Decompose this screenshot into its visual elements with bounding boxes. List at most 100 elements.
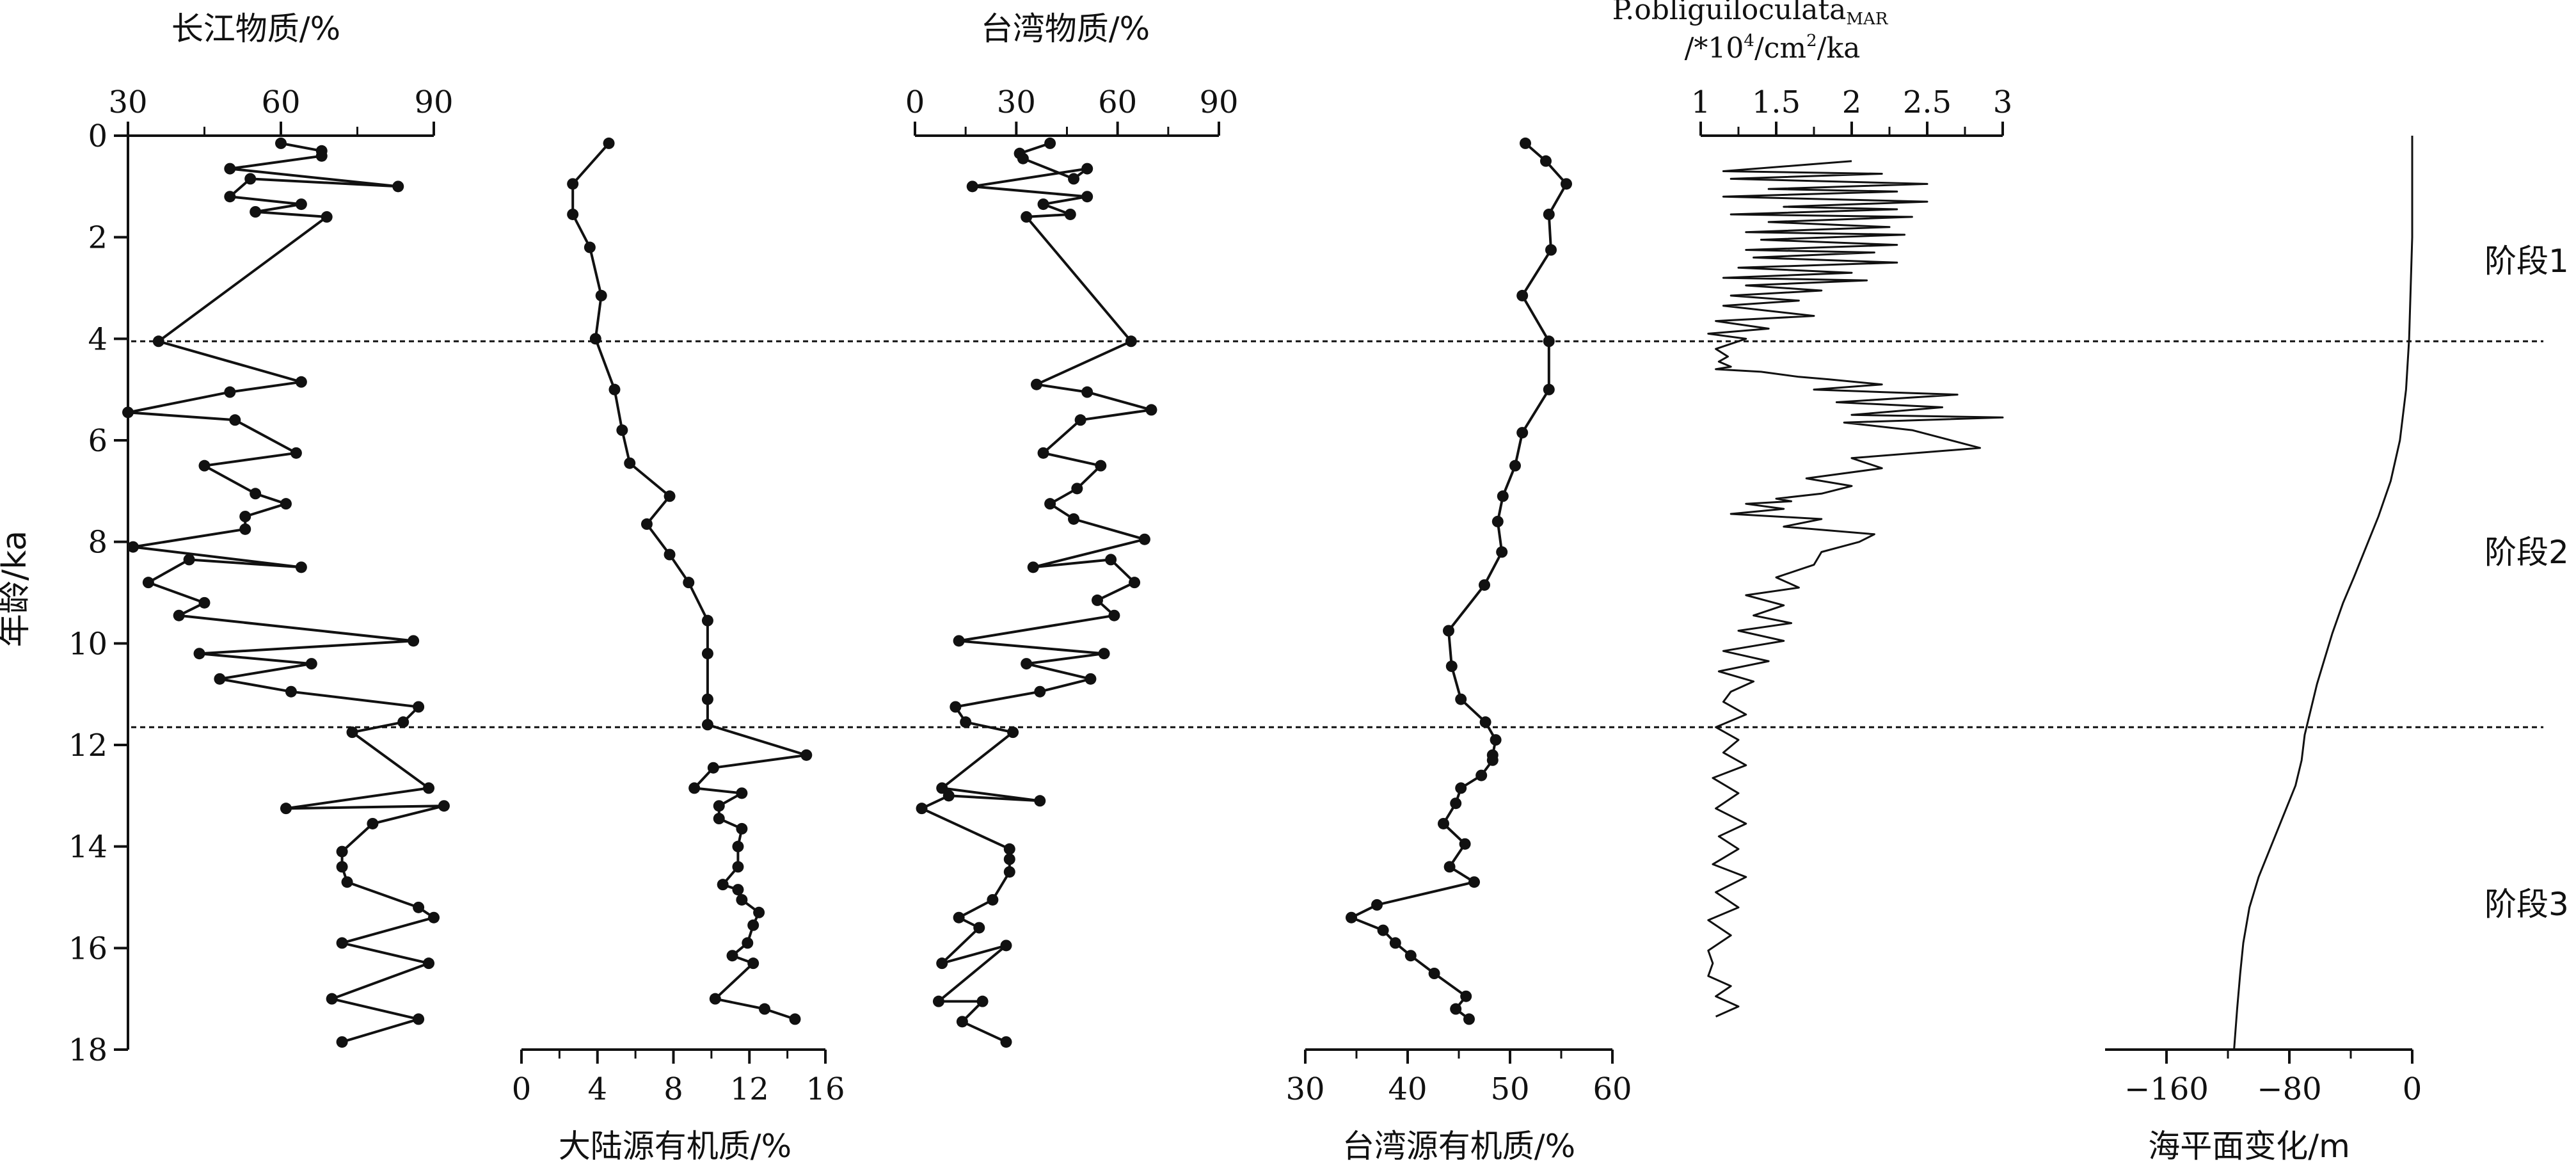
- p4-data-point: [1496, 546, 1508, 558]
- p4-data-point: [1445, 660, 1458, 673]
- p3-data-point: [1017, 152, 1029, 164]
- p6-tick-label: −80: [2257, 1071, 2321, 1107]
- p1-data-point: [408, 635, 420, 647]
- p6-series-line: [2233, 136, 2413, 1050]
- p1-data-point: [224, 191, 236, 203]
- age-tick-label: 2: [88, 220, 107, 256]
- p3-data-point: [1125, 335, 1137, 348]
- p1-data-point: [413, 701, 425, 713]
- p1-data-point: [428, 911, 440, 924]
- p1-data-point: [224, 163, 236, 175]
- p4-data-point: [1509, 460, 1521, 472]
- p2-data-point: [608, 383, 621, 396]
- p3-series-line: [920, 142, 1153, 1043]
- p1-data-point: [367, 817, 379, 829]
- p4-data-point: [1491, 515, 1504, 527]
- p3-data-point: [987, 893, 999, 906]
- age-tick-label: 14: [68, 829, 107, 865]
- p4-data-point: [1443, 625, 1454, 637]
- p2-tick-label: 16: [806, 1071, 845, 1107]
- p1-data-point: [183, 554, 195, 566]
- p1-data-point: [239, 523, 251, 535]
- age-tick-label: 8: [88, 525, 107, 561]
- p1-data-point: [321, 211, 333, 223]
- p4-data-point: [1389, 937, 1401, 949]
- p2-tick-label: 4: [587, 1071, 607, 1107]
- p3-data-point: [1092, 594, 1103, 606]
- p6-tick-label: −160: [2124, 1071, 2209, 1107]
- panel-title-taiwan: 台湾物质/%: [981, 10, 1150, 47]
- p4-data-point: [1520, 137, 1531, 149]
- p3-data-point: [1145, 404, 1157, 416]
- p1-data-point: [193, 648, 205, 660]
- p3-data-point: [1003, 853, 1015, 865]
- p1-data-point: [280, 498, 292, 510]
- p1-tick-label: 60: [261, 84, 300, 120]
- p3-data-point: [932, 995, 944, 1007]
- p4-data-point: [1463, 1013, 1475, 1025]
- p4-data-point: [1450, 797, 1462, 810]
- p1-data-point: [250, 488, 262, 500]
- p1-data-point: [346, 726, 358, 739]
- p2-data-point: [701, 719, 713, 731]
- p2-data-point: [707, 762, 719, 774]
- p2-data-point: [683, 577, 695, 589]
- p5-series-line: [1707, 160, 2004, 1018]
- p3-data-point: [1000, 1036, 1012, 1048]
- p1-data-point: [285, 685, 297, 698]
- p1-data-point: [392, 180, 404, 193]
- p1-tick-label: 90: [414, 84, 453, 120]
- p4-data-point: [1455, 782, 1467, 794]
- p3-data-point: [1037, 447, 1049, 459]
- p2-data-point: [640, 518, 653, 530]
- panel-continental-organic: 0 4 8 12 16: [512, 137, 845, 1107]
- p2-data-point: [688, 782, 701, 794]
- p3-data-point: [1021, 658, 1033, 670]
- p3-data-point: [1071, 483, 1083, 495]
- p1-data-point: [250, 206, 262, 218]
- p3-data-point: [1081, 386, 1093, 398]
- p4-data-point: [1459, 838, 1471, 850]
- p1-tick-label: 30: [108, 84, 147, 120]
- p2-data-point: [726, 950, 738, 962]
- p3-data-point: [966, 180, 978, 193]
- p1-data-point: [295, 198, 307, 211]
- p3-data-point: [1044, 137, 1056, 149]
- p4-data-point: [1377, 924, 1389, 936]
- p3-data-point: [942, 790, 955, 802]
- p1-data-point: [142, 577, 154, 589]
- p3-data-point: [1064, 208, 1076, 220]
- panel-title-p-obliquiloculata: P.obliguiloculataMAR: [1612, 0, 1889, 29]
- p1-data-point: [224, 386, 236, 398]
- p3-data-point: [1085, 673, 1097, 685]
- p4-data-point: [1490, 734, 1502, 746]
- panel-title-continental-organic: 大陆源有机质/%: [559, 1128, 791, 1165]
- p2-data-point: [753, 906, 765, 918]
- stage-label-1: 阶段1: [2485, 243, 2569, 280]
- p4-data-point: [1516, 427, 1529, 439]
- p4-data-point: [1486, 754, 1499, 766]
- age-axis: 0 2 4 6 8 10 12 14 16 18: [68, 118, 129, 1068]
- p3-data-point: [960, 716, 972, 728]
- p1-data-point: [122, 406, 134, 419]
- p3-data-point: [1138, 533, 1150, 545]
- p1-data-point: [336, 1036, 348, 1048]
- p3-data-point: [1068, 173, 1080, 185]
- p3-data-point: [936, 782, 948, 794]
- p1-data-point: [305, 658, 317, 670]
- p3-data-point: [976, 995, 989, 1007]
- p1-data-point: [315, 150, 328, 162]
- p2-data-point: [603, 137, 615, 149]
- p1-data-point: [280, 803, 292, 815]
- p2-data-point: [595, 289, 607, 301]
- panel-p-obliquiloculata-mar: 1 1.5 2 2.5 3: [1691, 84, 2012, 1018]
- p1-data-point: [423, 957, 435, 970]
- p3-data-point: [1068, 513, 1080, 525]
- age-tick-label: 4: [88, 321, 107, 357]
- p1-data-point: [198, 596, 211, 609]
- p3-data-point: [950, 701, 962, 713]
- p1-data-point: [239, 511, 251, 522]
- p1-data-point: [244, 173, 257, 185]
- p4-data-point: [1346, 911, 1357, 924]
- p3-data-point: [953, 911, 965, 924]
